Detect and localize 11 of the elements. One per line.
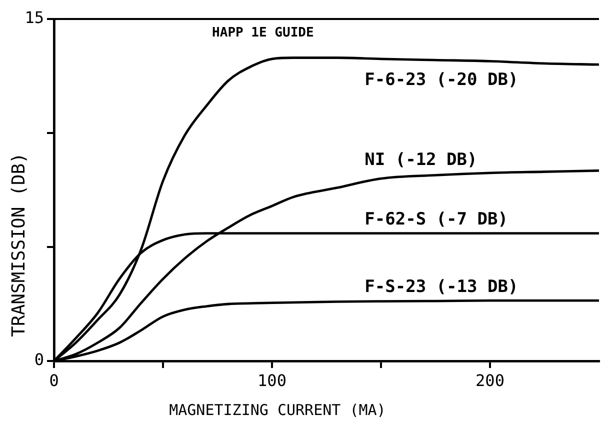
- series-label: F-62-S (-7 DB): [364, 210, 508, 230]
- x-tick-label: 200: [476, 370, 504, 390]
- annotation: HAPP 1E GUIDE: [212, 25, 314, 40]
- x-tick-label: 100: [258, 370, 286, 390]
- series-label: NI (-12 DB): [364, 150, 478, 170]
- x-tick-label: 0: [49, 370, 59, 390]
- series-label: F-6-23 (-20 DB): [364, 70, 518, 90]
- y-axis-title: TRANSMISSION (DB): [8, 152, 30, 337]
- series-label: F-S-23 (-13 DB): [364, 277, 518, 297]
- y-tick-label: 15: [24, 8, 44, 28]
- x-axis-title: MAGNETIZING CURRENT (MA): [169, 400, 386, 419]
